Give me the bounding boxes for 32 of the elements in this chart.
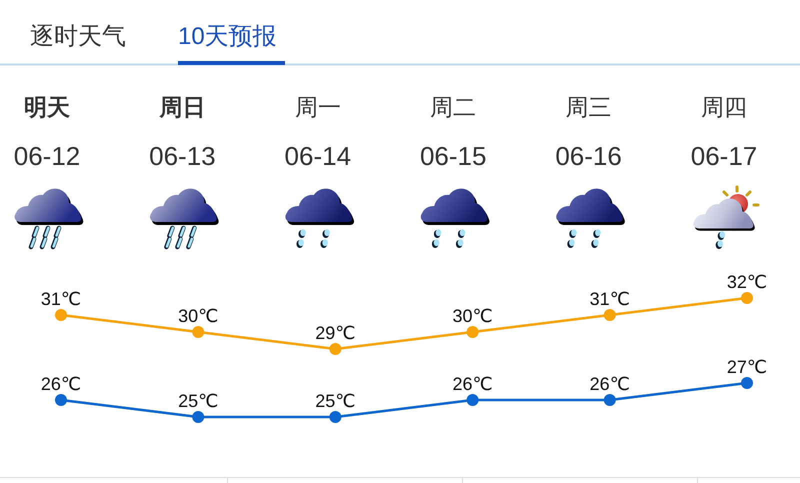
category-label: 周四 06-17 <box>690 94 758 171</box>
data-label: 26℃ <box>40 374 82 394</box>
data-label: 29℃ <box>315 323 356 343</box>
point <box>192 326 204 338</box>
text: 10天预报 <box>178 23 277 50</box>
data-label: 25℃ <box>178 391 218 411</box>
point <box>466 326 479 338</box>
data-label: 32℃ <box>726 272 768 292</box>
data-label: 27℃ <box>726 357 768 377</box>
point <box>55 309 67 321</box>
text: 逐时天气 <box>30 23 126 50</box>
data-label: 30℃ <box>452 306 493 326</box>
category-label: 周一 06-14 <box>284 94 352 171</box>
point <box>55 394 67 406</box>
category-label: 明天 06-12 <box>14 94 80 171</box>
point <box>192 411 204 423</box>
point <box>604 394 616 406</box>
category-label: 周二 06-15 <box>420 94 486 171</box>
point <box>741 377 753 389</box>
point <box>329 343 342 355</box>
data-label: 31℃ <box>40 289 82 309</box>
category-label: 周日 06-13 <box>149 94 216 171</box>
data-label: 31℃ <box>590 289 630 309</box>
data-label: 30℃ <box>178 306 218 326</box>
category-label: 周三 06-16 <box>555 94 622 171</box>
data-label: 26℃ <box>452 374 493 394</box>
data-label: 25℃ <box>315 391 356 411</box>
point <box>604 309 616 321</box>
point <box>741 292 753 304</box>
point <box>466 394 479 406</box>
data-label: 26℃ <box>590 374 630 394</box>
point <box>329 411 342 423</box>
